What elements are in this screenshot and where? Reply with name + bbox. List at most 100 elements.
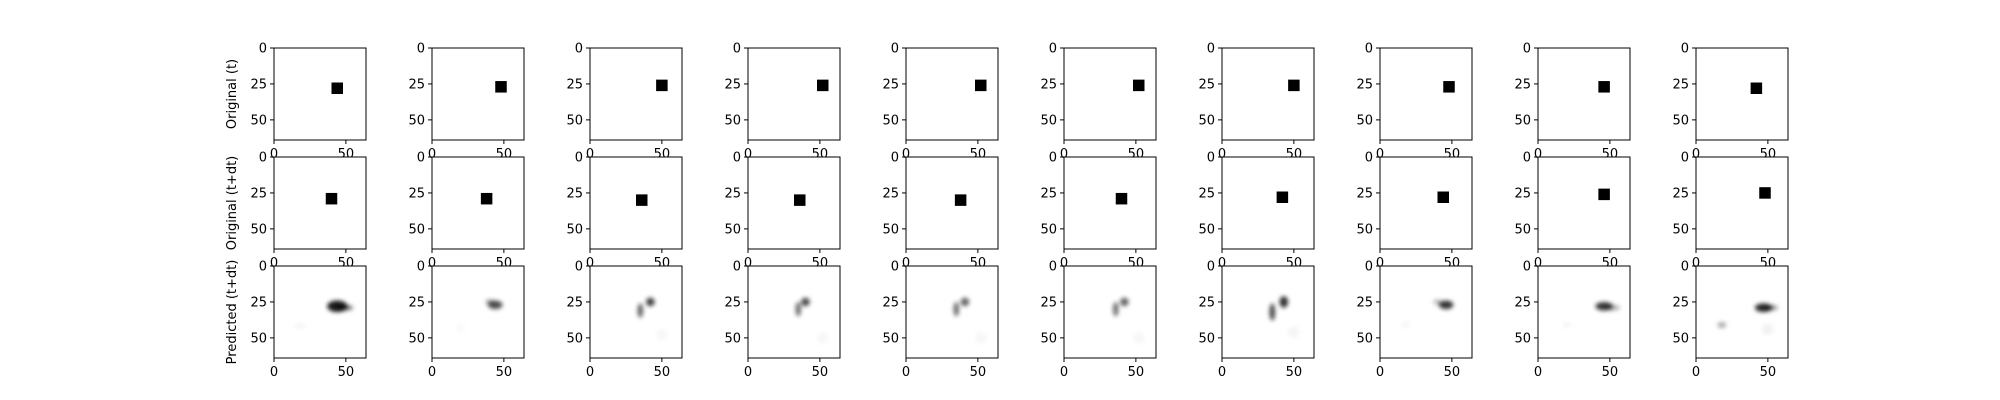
x-tick-label: 0 <box>1060 147 1068 162</box>
predicted-blob <box>1438 300 1454 310</box>
x-tick-label: 0 <box>1060 256 1068 271</box>
x-tick-label: 0 <box>744 256 752 271</box>
y-tick-label: 0 <box>1207 42 1215 57</box>
panel-background <box>906 157 998 249</box>
y-tick-label: 50 <box>1514 222 1531 237</box>
panel-background <box>1222 48 1314 140</box>
x-tick-label: 0 <box>586 147 594 162</box>
predicted-blob <box>456 325 465 331</box>
row-labels: Original (t) Original (t+dt) Predicted (t+… <box>225 59 240 364</box>
y-tick-label: 50 <box>408 222 425 237</box>
y-tick-label: 50 <box>1040 331 1057 346</box>
panel-predicted-tdt-9: 0 25 50 0 50 <box>1514 260 1631 380</box>
panel-frame <box>1379 47 1473 141</box>
panel-background <box>1222 266 1314 358</box>
predicted-blob <box>646 297 655 307</box>
panel-background <box>432 48 524 140</box>
panel-background <box>906 48 998 140</box>
panel-background <box>748 48 840 140</box>
panel-grid: 0 25 50 0 50 0 25 50 0 50 0 25 50 0 50 0 25 50 0 50 0 25 50 0 50… <box>250 42 1789 380</box>
panel-background <box>1696 266 1788 358</box>
y-tick-label: 25 <box>724 186 741 201</box>
y-tick-label: 50 <box>250 113 267 128</box>
x-tick-label: 0 <box>744 365 752 380</box>
y-tick-label: 50 <box>1672 222 1689 237</box>
x-tick-label: 0 <box>1060 365 1068 380</box>
panel-background <box>1696 157 1788 249</box>
y-tick-label: 0 <box>1207 151 1215 166</box>
y-tick-label: 25 <box>408 186 425 201</box>
panel-background <box>1222 157 1314 249</box>
x-tick-label: 0 <box>1692 365 1700 380</box>
x-tick-label: 0 <box>1534 147 1542 162</box>
y-tick-label: 50 <box>1040 222 1057 237</box>
y-tick-label: 50 <box>1356 222 1373 237</box>
y-tick-label: 25 <box>1198 77 1215 92</box>
x-tick-label: 0 <box>586 256 594 271</box>
x-tick-label: 0 <box>744 147 752 162</box>
panel-frame <box>905 156 999 250</box>
panel-predicted-tdt-7: 0 25 50 0 50 <box>1198 260 1315 380</box>
x-tick-label: 0 <box>1376 365 1384 380</box>
square-marker <box>480 192 493 205</box>
y-tick-label: 50 <box>1672 331 1689 346</box>
panel-frame <box>589 47 683 141</box>
square-marker <box>331 82 343 94</box>
panel-background <box>590 48 682 140</box>
y-tick-label: 50 <box>1514 113 1531 128</box>
x-tick-label: 50 <box>812 365 829 380</box>
square-marker <box>1133 79 1145 92</box>
panel-background <box>274 157 366 249</box>
y-tick-label: 50 <box>250 331 267 346</box>
y-tick-label: 0 <box>1365 260 1373 275</box>
panel-background <box>432 157 524 249</box>
y-tick-label: 25 <box>1198 295 1215 310</box>
square-marker <box>1598 188 1610 201</box>
x-tick-label: 0 <box>1534 256 1542 271</box>
square-marker <box>1443 81 1455 93</box>
x-tick-label: 50 <box>1128 365 1145 380</box>
predicted-blob <box>1279 296 1289 308</box>
predicted-blob <box>1288 326 1300 338</box>
predicted-blob <box>1605 304 1620 311</box>
square-marker <box>1750 82 1763 94</box>
y-tick-label: 0 <box>1681 151 1689 166</box>
panel-frame <box>1063 265 1157 359</box>
row-label-original-tdt: Original (t+dt) <box>225 156 240 251</box>
y-tick-label: 25 <box>724 77 741 92</box>
y-tick-label: 25 <box>724 295 741 310</box>
panel-background <box>274 48 366 140</box>
panel-frame <box>431 47 525 141</box>
panel-frame <box>1537 265 1631 359</box>
y-tick-label: 50 <box>724 113 741 128</box>
x-tick-label: 0 <box>270 365 278 380</box>
y-tick-label: 0 <box>1681 260 1689 275</box>
y-tick-label: 25 <box>1040 295 1057 310</box>
panel-background <box>1538 157 1630 249</box>
panel-background <box>274 266 366 358</box>
y-tick-label: 25 <box>408 77 425 92</box>
square-marker <box>1288 79 1300 92</box>
panel-predicted-tdt-1: 0 25 50 0 50 <box>250 260 367 380</box>
y-tick-label: 0 <box>1523 260 1531 275</box>
panel-background <box>1538 266 1630 358</box>
y-tick-label: 0 <box>1365 151 1373 166</box>
x-tick-label: 0 <box>1218 147 1226 162</box>
y-tick-label: 25 <box>882 295 899 310</box>
panel-predicted-tdt-4: 0 25 50 0 50 <box>724 260 841 380</box>
panel-frame <box>1063 156 1157 250</box>
y-tick-label: 25 <box>250 77 267 92</box>
y-tick-label: 50 <box>408 331 425 346</box>
x-tick-label: 0 <box>270 256 278 271</box>
y-tick-label: 25 <box>566 186 583 201</box>
x-tick-label: 0 <box>1218 256 1226 271</box>
